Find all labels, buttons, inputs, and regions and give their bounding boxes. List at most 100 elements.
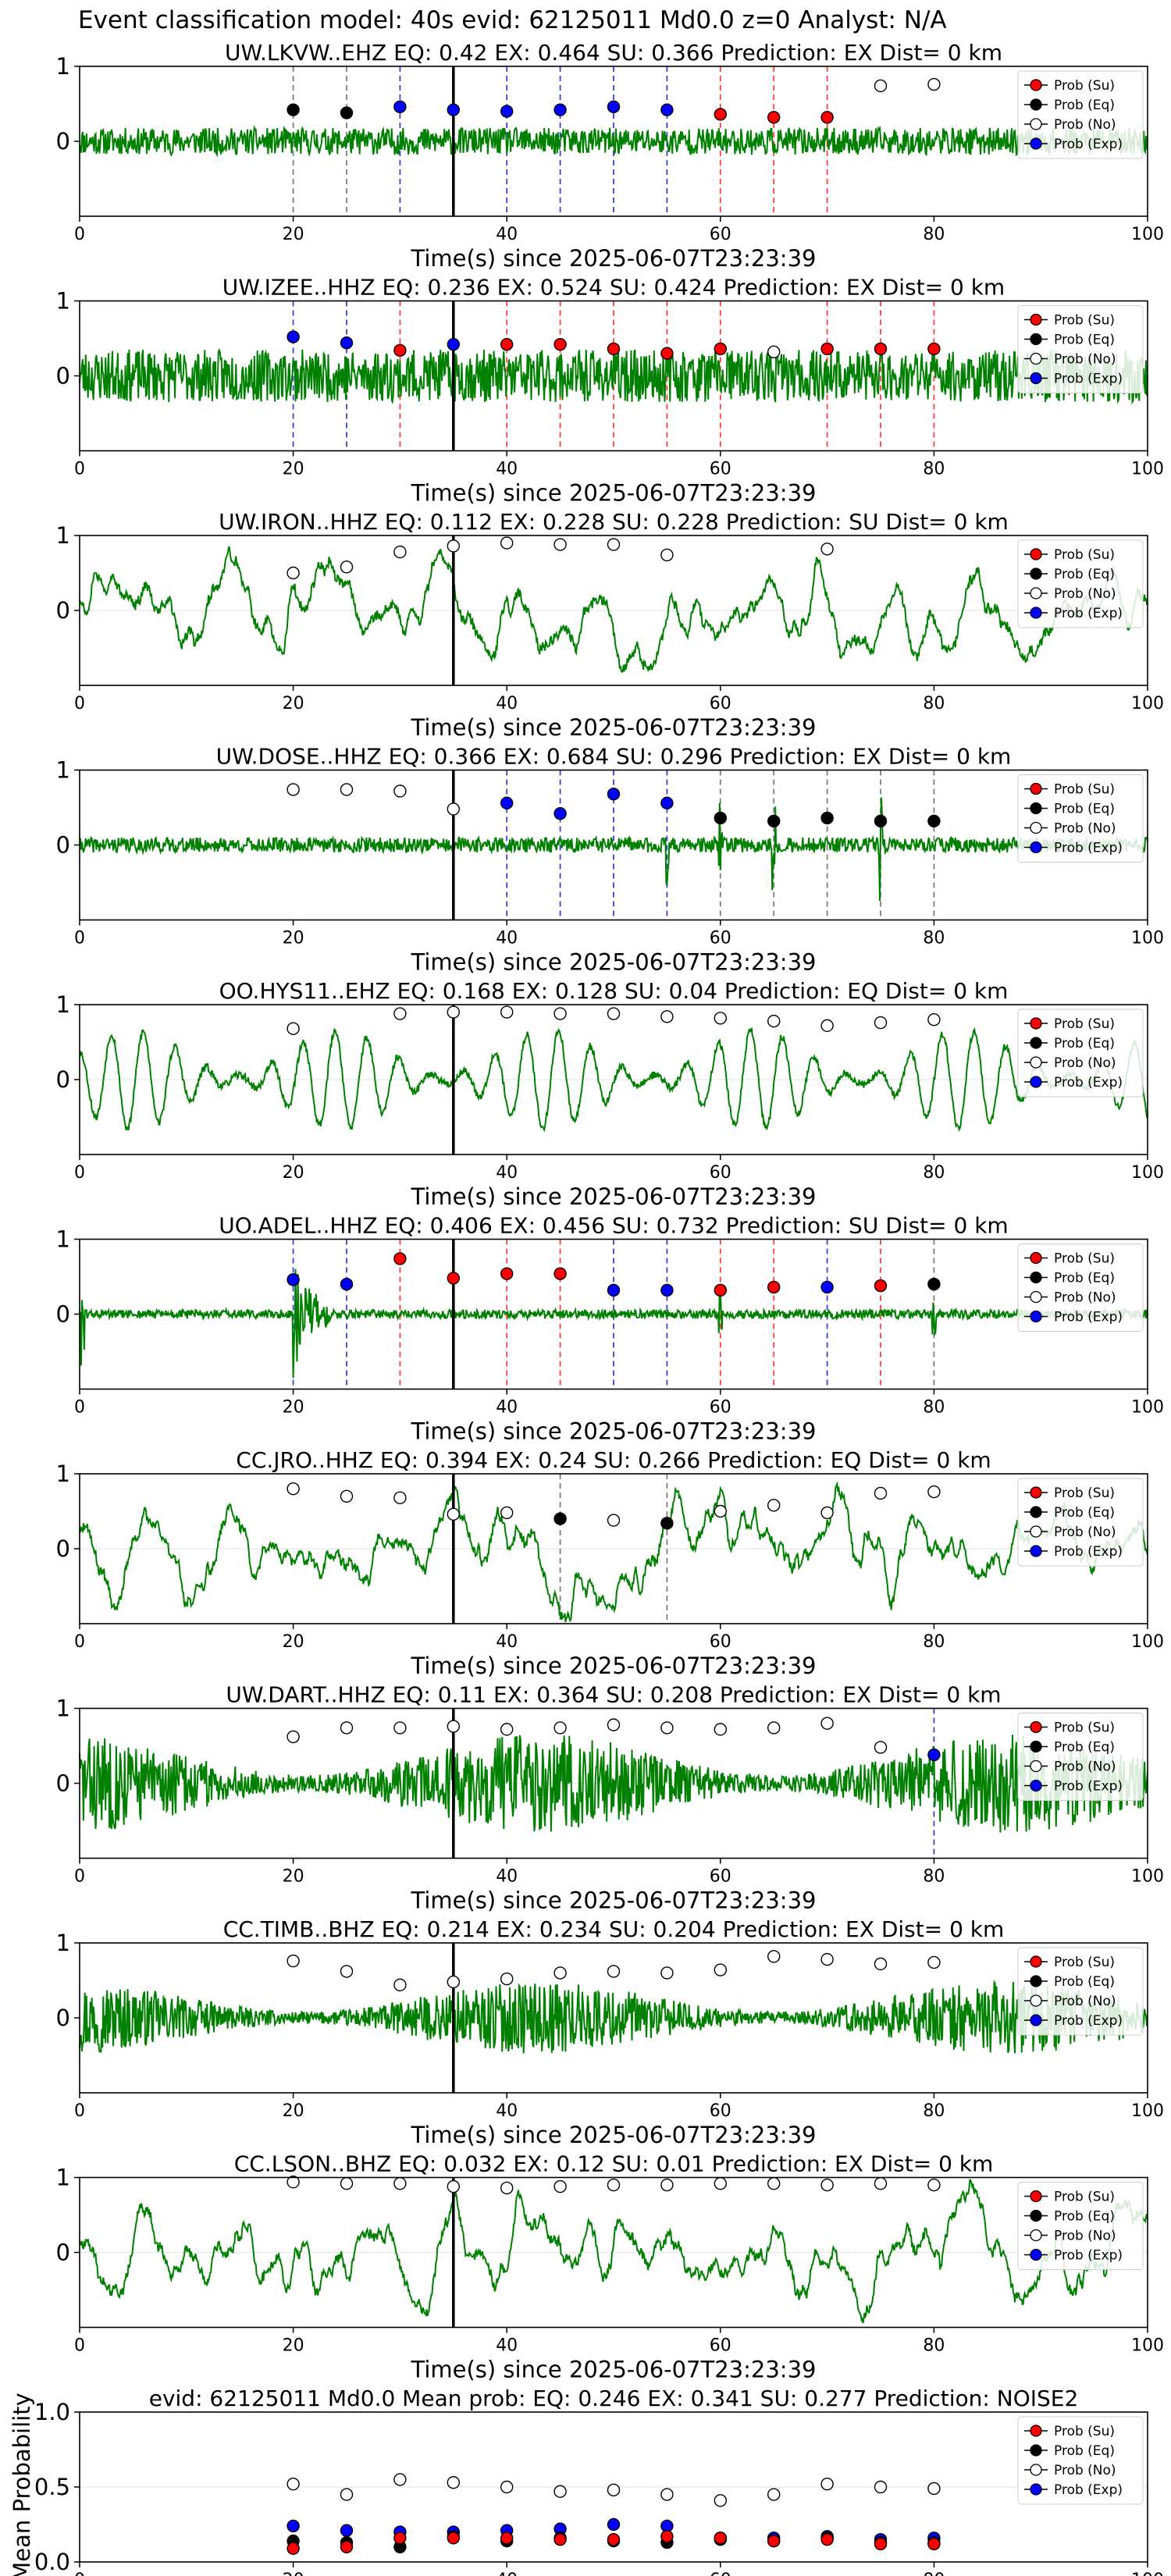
probability-point [287,783,300,796]
y-tick-label: 0 [56,1535,70,1562]
probability-point [607,538,621,551]
subplot-2: UW.IZEE..HHZ EQ: 0.236 EX: 0.524 SU: 0.4… [56,275,1164,507]
legend-marker-exp [1030,1779,1042,1792]
probability-point [660,548,674,562]
x-tick-label: 0 [74,460,85,479]
legend-marker-su [1030,1486,1042,1499]
probability-point [714,1012,727,1025]
legend-label: Prob (Exp) [1054,2013,1123,2029]
legend-marker-exp [1030,372,1042,385]
probability-point [660,347,674,360]
waveform-trace [79,2179,1148,2324]
y-tick-label: 1 [56,1461,70,1487]
probability-point [393,1491,407,1504]
probability-point [447,2179,460,2194]
x-tick-label: 40 [496,225,518,244]
subplot-title: CC.TIMB..BHZ EQ: 0.214 EX: 0.234 SU: 0.2… [223,1916,1005,1942]
legend-box [1017,2182,1144,2270]
x-tick-label: 60 [710,2571,731,2576]
probability-point [767,1280,781,1294]
legend-marker-su [1030,313,1042,326]
legend-label: Prob (Su) [1054,547,1115,563]
probability-point [287,2176,300,2189]
probability-point [287,330,300,343]
y-tick-label: 1 [56,522,70,549]
probability-point [714,1963,727,1976]
y-tick-label: 0.5 [34,2474,70,2500]
subplot-1: UW.LKVW..EHZ EQ: 0.42 EX: 0.464 SU: 0.36… [56,40,1164,272]
probability-point [447,1507,460,1521]
probability-point [287,103,300,116]
legend-label: Prob (Eq) [1054,1974,1115,1990]
subplot-title: UW.LKVW..EHZ EQ: 0.42 EX: 0.464 SU: 0.36… [225,40,1002,66]
probability-point [820,543,834,556]
probability-point [500,1267,514,1280]
mean-probability-point [767,2488,781,2501]
legend-marker-su [1030,1955,1042,1968]
probability-point [500,796,514,809]
x-tick-label: 60 [710,2336,731,2356]
legend-label: Prob (Su) [1054,1016,1115,1032]
legend-label: Prob (Su) [1054,1955,1115,1970]
legend-marker-exp [1030,1310,1042,1323]
x-tick-label: 100 [1131,1632,1164,1652]
probability-point [820,342,834,356]
x-tick-label: 20 [283,225,304,244]
legend-marker-exp [1030,841,1042,854]
probability-point [874,1016,888,1030]
probability-point [714,1723,727,1736]
x-axis-label: Time(s) since 2025-06-07T23:23:39 [411,714,817,741]
legend-marker-su [1030,1017,1042,1030]
probability-point [500,536,514,550]
probability-point [927,342,941,356]
y-tick-label: 1 [56,757,70,784]
probability-point [927,77,941,91]
mean-probability-point [393,2532,407,2545]
legend-marker-no [1030,1290,1042,1304]
probability-point [767,814,781,827]
mean-probability-point [927,2482,941,2496]
x-axis-label: Time(s) since 2025-06-07T23:23:39 [411,1888,817,1914]
probability-point [553,1267,567,1280]
waveform-trace [79,546,1148,674]
x-tick-label: 20 [283,1163,304,1183]
probability-point [820,111,834,124]
legend-label: Prob (Su) [1054,2190,1115,2205]
x-tick-label: 0 [74,694,85,713]
subplot-title: CC.LSON..BHZ EQ: 0.032 EX: 0.12 SU: 0.01… [234,2151,994,2177]
legend: Prob (Su) Prob (Eq) Prob (No) Prob (Exp) [1017,539,1144,628]
legend-label: Prob (Exp) [1054,1310,1123,1325]
y-tick-label: 0 [56,1770,70,1797]
x-tick-label: 20 [283,1632,304,1652]
probability-point [820,1717,834,1730]
legend-label: Prob (Su) [1054,313,1115,329]
waveform-trace [79,797,1148,902]
x-tick-label: 60 [710,1163,731,1183]
probability-point [607,788,621,801]
y-tick-label: 0 [56,597,70,624]
legend-marker-su [1030,2425,1042,2437]
legend-label: Prob (Exp) [1054,1779,1123,1795]
x-tick-label: 60 [710,2101,731,2121]
legend-label: Prob (Exp) [1054,1075,1123,1091]
probability-point [927,814,941,827]
x-tick-label: 100 [1131,694,1164,713]
probability-point [767,111,781,124]
probability-point [874,1741,888,1754]
probability-point [927,1277,941,1291]
waveform-trace [79,1980,1148,2054]
x-tick-label: 20 [283,1398,304,1418]
legend-box [1017,1244,1144,1332]
waveform-trace [79,1735,1148,1833]
probability-point [874,342,888,356]
x-tick-label: 100 [1131,225,1164,244]
x-tick-label: 80 [923,460,945,479]
probability-point [767,1499,781,1512]
x-tick-label: 20 [283,2571,304,2576]
subplot-title: evid: 62125011 Md0.0 Mean prob: EQ: 0.24… [149,2386,1079,2411]
probability-point [820,1952,834,1966]
subplot-title: CC.JRO..HHZ EQ: 0.394 EX: 0.24 SU: 0.266… [236,1447,991,1473]
legend-label: Prob (Eq) [1054,1271,1115,1286]
probability-point [393,1007,407,1020]
